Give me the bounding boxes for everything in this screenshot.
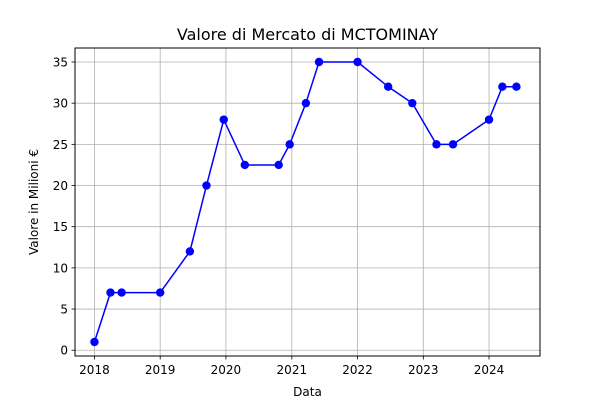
data-point [155, 288, 165, 297]
x-tick-label: 2024 [474, 363, 505, 377]
y-tick-label: 5 [60, 303, 68, 317]
data-point [219, 115, 228, 124]
data-point [512, 82, 521, 91]
y-tick-label: 20 [53, 179, 68, 193]
data-point [408, 98, 417, 108]
plot-frame [74, 47, 541, 357]
ticks: 2018 2019 2020 2021 2022 2023 2024 0 5 10 15 20 25 30… [53, 56, 505, 378]
x-tick-label: 2022 [342, 363, 373, 377]
data-point [432, 140, 441, 149]
y-tick-label: 0 [60, 344, 68, 358]
y-tick-label: 10 [53, 261, 68, 275]
data-point [90, 337, 99, 347]
data-point [274, 160, 283, 170]
y-tick-label: 35 [53, 56, 68, 70]
x-tick-label: 2019 [145, 363, 176, 377]
y-axis-label: Valore in Milioni € [27, 149, 41, 255]
data-point [285, 140, 294, 149]
data-point [117, 288, 126, 297]
series-layer [90, 57, 521, 347]
data-point [383, 82, 393, 91]
data-point [498, 82, 507, 91]
x-tick-label: 2023 [408, 363, 439, 377]
data-point [448, 140, 458, 149]
data-point [106, 288, 115, 297]
data-point [353, 57, 362, 67]
data-point [314, 57, 324, 67]
y-tick-label: 15 [53, 220, 68, 234]
data-point [301, 98, 311, 108]
data-point [185, 247, 195, 256]
x-tick-label: 2020 [211, 363, 242, 377]
y-tick-label: 30 [53, 97, 68, 111]
data-point [484, 115, 494, 124]
x-tick-label: 2021 [277, 363, 308, 377]
y-tick-label: 25 [53, 138, 68, 152]
data-point [240, 160, 250, 170]
x-tick-label: 2018 [79, 363, 110, 377]
data-point [202, 181, 211, 190]
chart-title: Valore di Mercato di MCTOMINAY [177, 25, 438, 44]
x-axis-label: Data [293, 385, 322, 399]
